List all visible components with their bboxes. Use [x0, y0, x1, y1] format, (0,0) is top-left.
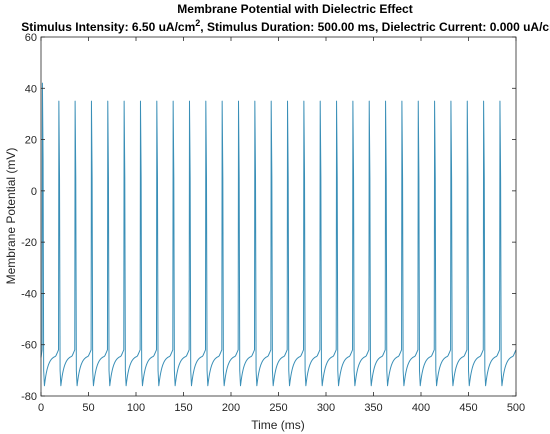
x-tick-label: 500	[507, 402, 525, 414]
y-tick-label: 60	[25, 32, 37, 44]
x-tick-label: 50	[82, 402, 94, 414]
x-tick-label: 350	[364, 402, 382, 414]
y-axis-label: Membrane Potential (mV)	[4, 148, 18, 285]
y-tick-label: -80	[21, 391, 37, 403]
x-tick-label: 0	[38, 402, 44, 414]
y-tick-label: -20	[21, 237, 37, 249]
chart-subtitle: Stimulus Intensity: 6.50 uA/cm2, Stimulu…	[21, 18, 550, 34]
x-tick-label: 250	[269, 402, 287, 414]
x-tick-label: 100	[127, 402, 145, 414]
axes-box	[40, 36, 517, 397]
y-tick-label: -40	[21, 288, 37, 300]
plot-area	[41, 37, 516, 396]
y-tick-label: 40	[25, 83, 37, 95]
subtitle-part-2: , Stimulus Duration: 500.00 ms, Dielectr…	[200, 20, 550, 34]
x-tick-label: 150	[174, 402, 192, 414]
x-axis-label: Time (ms)	[251, 418, 305, 432]
subtitle-part-1: Stimulus Intensity: 6.50 uA/cm	[21, 20, 195, 34]
y-tick-label: 20	[25, 135, 37, 147]
series-layer	[40, 82, 517, 387]
membrane-potential-line	[40, 82, 517, 387]
tick-layer: 0 50 100 150 200 250 300 350 400 450 500-80-60-40-…	[21, 32, 525, 414]
x-tick-label: 450	[459, 402, 477, 414]
x-tick-label: 300	[317, 402, 335, 414]
x-tick-label: 200	[222, 402, 240, 414]
subtitle-superscript-1: 2	[195, 18, 200, 28]
y-tick-label: 0	[31, 186, 37, 198]
chart-title: Membrane Potential with Dielectric Effec…	[177, 2, 412, 16]
y-tick-label: -60	[21, 340, 37, 352]
x-tick-label: 400	[412, 402, 430, 414]
